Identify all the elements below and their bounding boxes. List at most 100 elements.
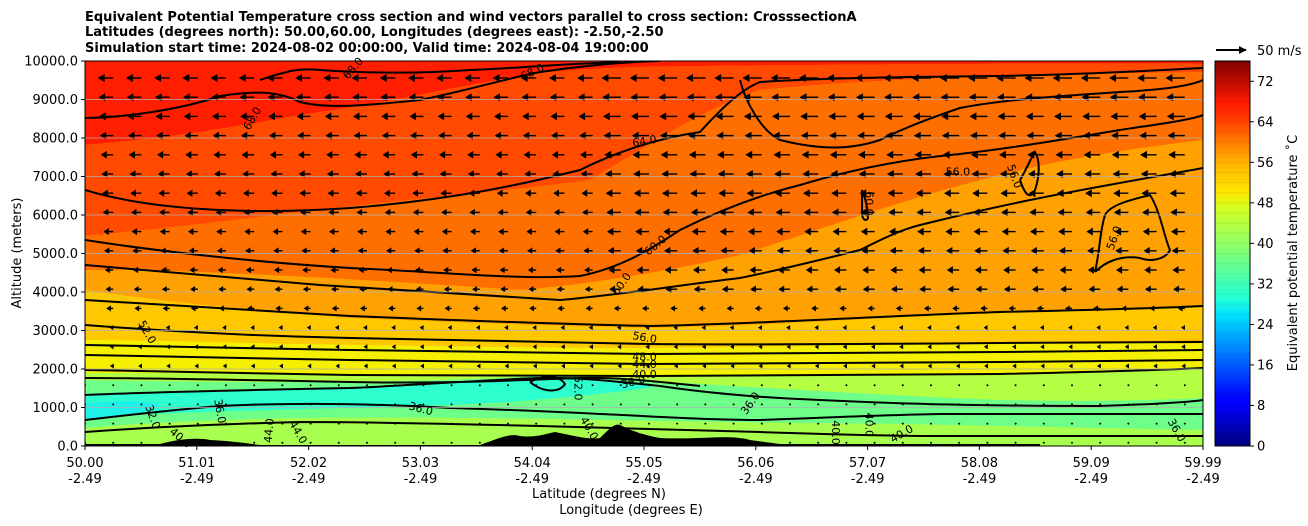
wind-vectors <box>70 74 1186 444</box>
wind-vector <box>1042 422 1045 425</box>
wind-vector-head <box>131 228 138 236</box>
wind-vector-head <box>532 344 537 350</box>
wind-vector-head <box>355 189 362 197</box>
wind-vector-head <box>1140 150 1148 159</box>
wind-vector-head <box>238 74 246 82</box>
wind-vector-head <box>968 74 976 82</box>
wind-vector-head <box>1138 112 1146 121</box>
wind-vector-head <box>717 150 725 159</box>
wind-vector-head <box>1001 227 1009 236</box>
wind-vector-head <box>274 266 280 274</box>
wind-vector <box>930 422 932 425</box>
wind-vector <box>309 384 312 387</box>
wind-vector <box>676 422 679 425</box>
wind-vector <box>253 384 256 387</box>
wind-vector-head <box>363 363 368 369</box>
y-tick-label: 4000.0 <box>33 286 79 301</box>
wind-vector-head <box>693 266 700 274</box>
wind-vector-head <box>747 208 754 217</box>
wind-vector-head <box>1080 74 1088 82</box>
wind-vector-head <box>302 286 308 293</box>
wind-vector-head <box>494 112 501 121</box>
wind-vector-head <box>99 112 106 121</box>
wind-vector-head <box>814 363 819 369</box>
wind-vector-head <box>688 150 696 159</box>
wind-vector-head <box>1177 305 1183 312</box>
horizontal-gridlines <box>85 99 1203 408</box>
wind-vector-head <box>329 228 335 236</box>
wind-vector-head <box>103 228 109 236</box>
wind-vector-head <box>659 112 667 121</box>
wind-vector-head <box>298 170 305 178</box>
wind-vector <box>1155 384 1158 387</box>
wind-vector-head <box>444 305 450 312</box>
colorbar-tick-label: 24 <box>1257 318 1274 333</box>
wind-vector-head <box>718 189 726 198</box>
wind-vector-head <box>386 247 392 255</box>
wind-vector-head <box>72 151 78 159</box>
wind-vector-head <box>440 189 447 197</box>
wind-vector <box>366 441 368 444</box>
wind-vector-head <box>662 208 670 217</box>
wind-vector-head <box>420 363 424 369</box>
wind-vector-head <box>301 247 307 255</box>
x-tick-label-lat: 59.09 <box>1073 456 1110 471</box>
wind-vector-head <box>745 170 753 178</box>
wind-vector-head <box>504 363 509 369</box>
wind-vector <box>1183 403 1186 406</box>
wind-vector-head <box>1140 170 1148 178</box>
chart-title: Equivalent Potential Temperature cross s… <box>85 10 857 56</box>
wind-vector-head <box>602 112 610 121</box>
wind-vector-head <box>855 74 863 82</box>
wind-vector <box>309 403 312 406</box>
wind-vector <box>760 422 763 425</box>
title-line-1: Equivalent Potential Temperature cross s… <box>85 10 857 25</box>
wind-vector-head <box>617 363 622 369</box>
wind-vector-head <box>975 266 982 274</box>
x-tick-label-lat: 53.03 <box>402 456 439 471</box>
wind-vector-head <box>607 227 614 236</box>
wind-vector-head <box>1142 227 1150 236</box>
wind-vector-head <box>1056 189 1064 198</box>
wind-vector-head <box>215 208 222 216</box>
wind-vector-head <box>662 189 669 198</box>
wind-vector <box>817 384 820 387</box>
wind-vector-head <box>1040 363 1045 369</box>
wind-vector-head <box>185 170 192 178</box>
wind-vector <box>535 422 538 425</box>
x-tick-label-lon: -2.49 <box>180 472 214 487</box>
wind-vector <box>1099 384 1102 387</box>
wind-vector <box>873 441 876 444</box>
band-orange <box>85 72 1203 290</box>
wind-vector <box>196 422 199 425</box>
wind-vector-head <box>70 74 77 82</box>
wind-vector-head <box>269 131 276 140</box>
contour-label: 64.0 <box>631 133 657 150</box>
wind-vector-head <box>608 266 615 274</box>
wind-vector <box>1099 441 1102 444</box>
wind-vector-head <box>412 208 419 216</box>
wind-vector-head <box>742 74 750 82</box>
band-yellow-orange <box>85 290 1203 350</box>
wind-vector <box>225 403 227 406</box>
wind-vector-head <box>212 112 219 121</box>
wind-vector-head <box>447 325 452 331</box>
wind-vector-head <box>983 325 988 331</box>
wind-vector <box>930 403 932 406</box>
wind-vector-head <box>243 208 250 216</box>
wind-vector <box>309 422 312 425</box>
wind-vector-head <box>943 170 951 178</box>
wind-vector-head <box>443 286 449 293</box>
wind-vector-head <box>383 170 390 178</box>
wind-vector-head <box>1024 74 1032 82</box>
contour-label: 44.0 <box>262 418 277 444</box>
wind-vector-head <box>786 325 791 331</box>
wind-vector-head <box>999 170 1007 178</box>
wind-vector <box>619 441 622 444</box>
wind-vector-head <box>494 131 502 140</box>
wind-vector-head <box>691 227 699 236</box>
wind-vector <box>1071 441 1073 444</box>
wind-vector-head <box>525 208 532 216</box>
wind-vector-head <box>302 266 308 274</box>
wind-vector-head <box>973 227 981 236</box>
